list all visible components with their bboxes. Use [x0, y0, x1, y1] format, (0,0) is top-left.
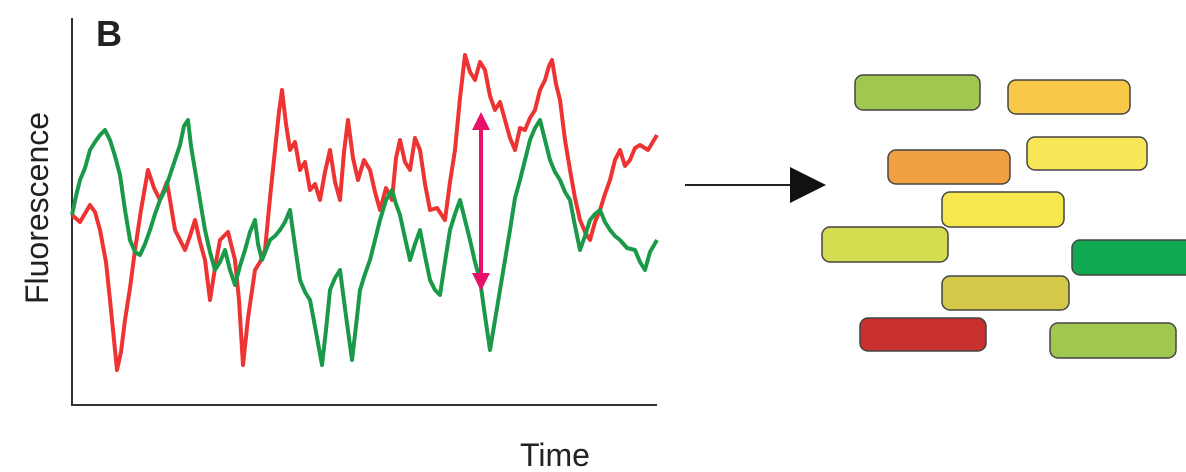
cell [887, 149, 1011, 185]
red-trace [70, 53, 659, 372]
cell [941, 191, 1065, 228]
cell [1071, 239, 1186, 276]
axes [71, 18, 657, 406]
double-arrow [472, 112, 490, 291]
cell [859, 317, 987, 352]
panel-label: B [96, 13, 122, 54]
x-axis-label: Time [520, 437, 590, 472]
cell [1007, 79, 1131, 115]
y-axis-label: Fluorescence [19, 112, 55, 304]
cell [1049, 322, 1177, 359]
green-trace [70, 118, 659, 367]
cell [821, 226, 949, 263]
cell [854, 74, 981, 111]
cell [1026, 136, 1148, 171]
cells [821, 74, 1186, 359]
cell [941, 275, 1070, 311]
arrow [685, 167, 826, 203]
